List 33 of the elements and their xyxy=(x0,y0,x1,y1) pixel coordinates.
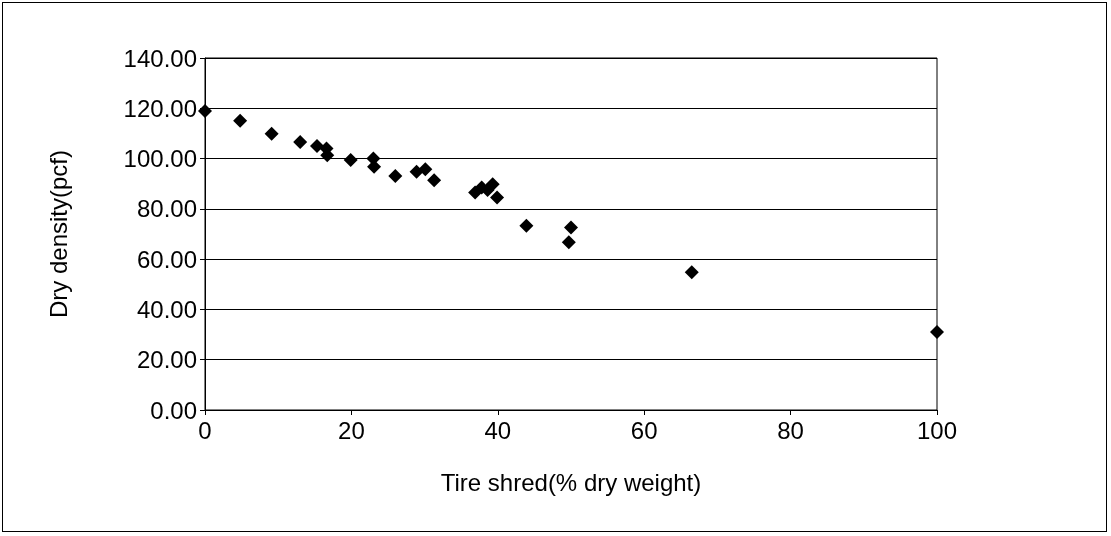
point xyxy=(427,173,442,188)
y-tick-label: 140.00 xyxy=(123,44,197,72)
y-axis-title: Dry density(pcf) xyxy=(44,149,72,319)
x-axis-title: Tire shred(% dry weight) xyxy=(440,468,702,496)
point xyxy=(343,153,358,168)
point xyxy=(564,220,578,235)
x-tick-label: 20 xyxy=(338,416,365,444)
point xyxy=(233,113,248,128)
y-tick-label: 0.00 xyxy=(150,396,197,424)
point xyxy=(418,162,433,177)
point xyxy=(561,235,576,250)
x-tick-label: 40 xyxy=(484,416,512,444)
point xyxy=(684,265,699,280)
point xyxy=(293,134,308,149)
point xyxy=(388,168,403,183)
point xyxy=(519,218,534,233)
point xyxy=(485,177,500,192)
point xyxy=(930,325,944,340)
point xyxy=(198,104,212,119)
point xyxy=(310,139,324,153)
point xyxy=(490,190,505,205)
y-tick-label: 80.00 xyxy=(136,195,197,223)
point xyxy=(409,164,424,179)
x-tick-label: 60 xyxy=(630,416,658,444)
x-tick-label: 100 xyxy=(916,416,958,444)
y-tick-label: 120.00 xyxy=(123,94,197,122)
y-tick-label: 20.00 xyxy=(136,346,197,374)
x-tick-label: 0 xyxy=(198,416,212,444)
y-tick-label: 60.00 xyxy=(136,245,197,273)
y-tick-label: 40.00 xyxy=(136,295,197,323)
x-tick-label: 80 xyxy=(777,416,804,444)
y-tick-label: 100.00 xyxy=(123,145,197,173)
point xyxy=(264,126,279,141)
